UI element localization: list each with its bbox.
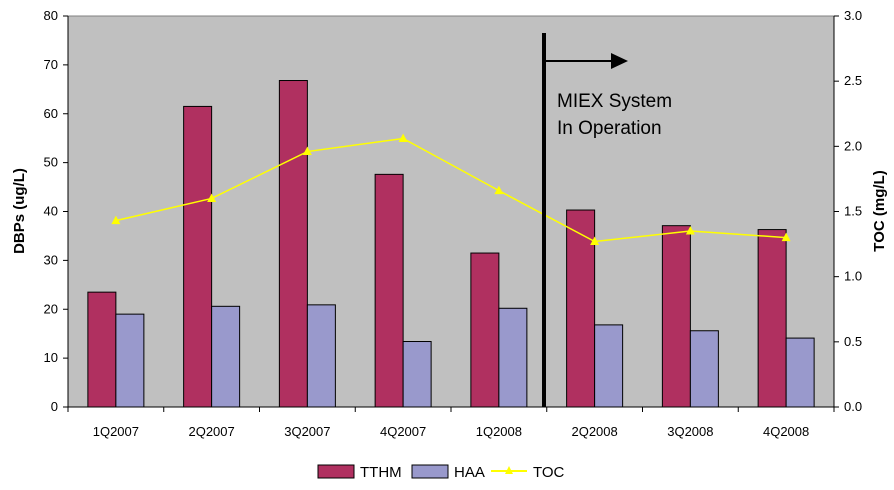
legend-swatch-tthm [317,464,355,479]
plot-area [67,15,835,408]
left-tick-label: 70 [44,57,58,72]
point-toc-1q2007 [111,215,121,225]
bar-haa-1q2008 [498,307,528,408]
bar-haa-3q2007 [306,304,336,408]
miex-arrow-head [611,53,628,69]
left-tick-label: 80 [44,8,58,23]
left-y-axis: 0 10 20 30 40 50 60 70 80 [44,8,69,414]
series-line-toc [115,137,787,243]
legend-label-haa: HAA [454,464,485,481]
right-tick-label: 3.0 [844,8,862,23]
point-toc-4q2008 [781,232,791,242]
bar-haa-3q2008 [689,330,719,408]
legend-marker-toc [505,466,513,474]
right-tick-label: 1.5 [844,204,862,219]
right-tick-label: 2.5 [844,73,862,88]
bar-tthm-2q2007 [183,105,213,408]
legend: TTHM HAA TOC [317,464,565,481]
bar-tthm-2q2008 [566,209,596,408]
left-axis-title: DBPs (ug/L) [11,168,28,254]
right-axis-title: TOC (mg/L) [871,170,888,251]
left-tick-label: 10 [44,350,58,365]
x-tick-label: 2Q2007 [188,424,234,439]
bar-haa-4q2008 [785,337,815,408]
bar-haa-2q2008 [594,324,624,408]
bar-tthm-1q2007 [87,291,117,408]
x-tick-label: 2Q2008 [571,424,617,439]
left-tick-label: 50 [44,155,58,170]
bar-haa-4q2007 [402,341,432,408]
bar-tthm-3q2008 [661,225,691,408]
bar-tthm-3q2007 [278,80,308,408]
point-toc-2q2007 [207,193,217,202]
point-toc-4q2007 [398,133,408,143]
left-tick-label: 20 [44,301,58,316]
bar-tthm-1q2008 [470,252,500,408]
left-tick-label: 60 [44,106,58,121]
x-tick-label: 1Q2008 [476,424,522,439]
toc-line-layer [111,133,791,245]
x-axis: 1Q2007 2Q2007 3Q2007 4Q2007 1Q2008 2Q2008 3Q20… [67,406,835,439]
right-tick-label: 0.5 [844,334,862,349]
x-tick-label: 1Q2007 [93,424,139,439]
left-tick-label: 0 [51,399,58,414]
legend-label-toc: TOC [533,464,565,481]
x-tick-label: 4Q2008 [763,424,809,439]
miex-annotation-line2: In Operation [557,118,662,139]
x-tick-label: 3Q2008 [667,424,713,439]
point-toc-3q2008 [685,226,695,235]
x-tick-label: 3Q2007 [284,424,330,439]
left-tick-label: 40 [44,204,58,219]
point-toc-1q2008 [494,185,504,195]
x-tick-label: 4Q2007 [380,424,426,439]
right-y-axis: 0.0 0.5 1.0 1.5 2.0 2.5 3.0 [833,8,862,414]
right-tick-label: 1.0 [844,269,862,284]
right-tick-label: 0.0 [844,399,862,414]
annotation-layer: MIEX System In Operation [542,33,672,407]
miex-annotation-line1: MIEX System [557,91,672,112]
bar-tthm-4q2007 [374,173,404,408]
right-tick-label: 2.0 [844,138,862,153]
bar-tthm-4q2008 [757,229,787,408]
left-tick-label: 30 [44,252,58,267]
point-toc-3q2007 [302,146,312,156]
point-toc-2q2008 [590,236,600,245]
bar-haa-2q2007 [211,305,241,408]
legend-swatch-haa [411,464,449,479]
bar-haa-1q2007 [115,313,145,408]
bars-layer [87,80,815,408]
legend-label-tthm: TTHM [360,464,402,481]
